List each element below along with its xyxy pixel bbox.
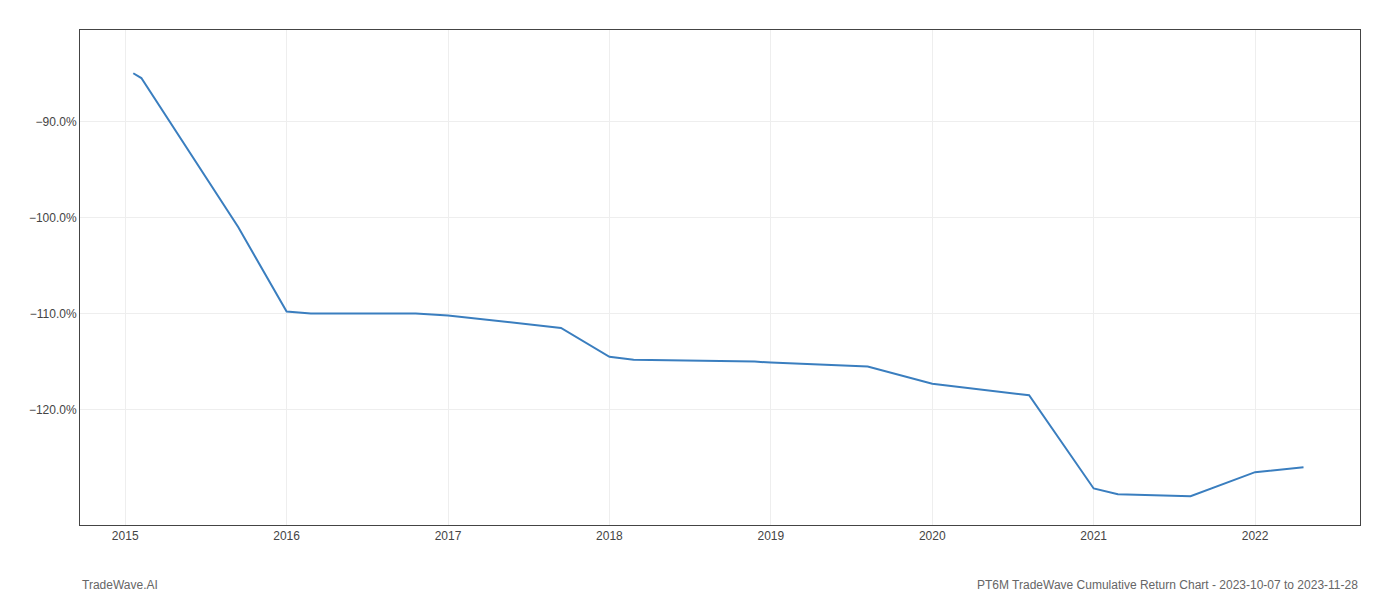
svg-text:−110.0%: −110.0%	[30, 307, 77, 321]
svg-text:TradeWave.AI: TradeWave.AI	[82, 578, 158, 592]
svg-text:2022: 2022	[1242, 529, 1269, 543]
svg-text:−90.0%: −90.0%	[36, 115, 77, 129]
svg-text:2016: 2016	[273, 529, 300, 543]
svg-text:2021: 2021	[1080, 529, 1107, 543]
svg-text:−100.0%: −100.0%	[29, 211, 77, 225]
svg-text:2017: 2017	[435, 529, 462, 543]
svg-text:−120.0%: −120.0%	[29, 403, 77, 417]
svg-text:2018: 2018	[596, 529, 623, 543]
svg-text:2020: 2020	[919, 529, 946, 543]
svg-text:2015: 2015	[112, 529, 139, 543]
svg-text:2019: 2019	[757, 529, 784, 543]
svg-text:PT6M TradeWave Cumulative Retu: PT6M TradeWave Cumulative Return Chart -…	[977, 578, 1358, 592]
